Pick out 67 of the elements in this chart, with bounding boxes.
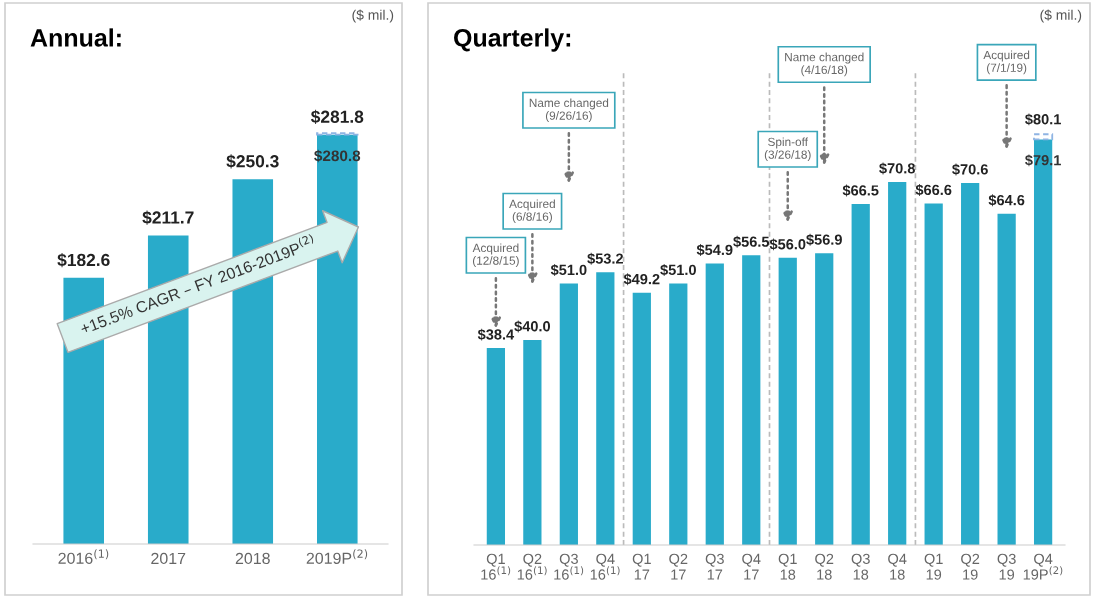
x-tick-label: Q4 18	[888, 553, 907, 580]
data-label: $54.9	[696, 244, 733, 256]
data-label: $70.6	[952, 163, 988, 176]
data-label: $51.0	[550, 264, 587, 276]
bar	[851, 204, 870, 545]
bar	[632, 292, 651, 545]
bar	[961, 182, 980, 545]
bar	[596, 272, 615, 545]
bar	[486, 348, 506, 545]
data-label: $40.0	[514, 320, 551, 333]
data-label: $70.8	[879, 162, 915, 175]
text: Name changed (9/26/16)	[529, 98, 609, 123]
chart-title: Annual:	[30, 28, 121, 47]
x-tick-label: Q2 17	[669, 553, 688, 580]
x-tick-label: Q3 17	[705, 553, 724, 580]
bar	[705, 263, 724, 545]
text: ($ mil.)	[352, 9, 394, 23]
x-tick-label: Q2 16$^{(1)}$	[517, 553, 547, 580]
annotation: Spin-off (3/26/18)	[764, 137, 811, 162]
annotation: Acquired (6/8/16)	[509, 199, 555, 224]
x-tick-label: Q1 17	[632, 553, 651, 580]
data-label: $38.4	[477, 328, 515, 341]
text: Acquired (7/1/19)	[983, 50, 1030, 75]
data-label: $250.3	[226, 154, 279, 169]
text: ($ mil.)	[1040, 9, 1082, 23]
data-label: $56.9	[806, 233, 842, 246]
x-tick-label: Q4 19P$^{(2)}$	[1023, 553, 1063, 580]
data-label: $182.6	[57, 253, 110, 268]
x-tick-label: 2019P$^{(2)}$	[306, 549, 368, 564]
data-label: $66.6	[915, 184, 952, 196]
x-tick-label: 2016$^{(1)}$	[58, 549, 109, 564]
annotation: Acquired (12/8/15)	[472, 243, 519, 268]
x-tick-label: 2018	[235, 552, 270, 565]
x-tick-label: Q2 19	[961, 553, 980, 580]
bar	[815, 253, 834, 545]
bar	[559, 283, 578, 545]
x-tick-label: Q1 19	[924, 553, 943, 580]
data-label: $56.0	[769, 238, 806, 251]
x-tick-label: Q2 18	[815, 553, 834, 580]
bar	[888, 181, 907, 545]
bar	[924, 203, 943, 545]
bar	[778, 257, 797, 545]
x-tick-label: Q4 16$^{(1)}$	[590, 553, 620, 580]
bar	[742, 255, 761, 545]
data-label: $56.5	[733, 235, 770, 248]
chart-title: Quarterly:	[454, 28, 571, 52]
annotation: $281.8	[310, 109, 364, 124]
bar	[669, 283, 688, 545]
bar	[523, 339, 542, 545]
x-tick-label: Q4 17	[742, 553, 761, 580]
annotation: $80.1	[1025, 113, 1061, 126]
x-tick-label: Q1 16$^{(1)}$	[481, 553, 511, 580]
text: Name changed (4/16/18)	[785, 52, 864, 77]
x-tick-label: 2017	[151, 552, 186, 565]
bar	[997, 213, 1016, 545]
x-tick-label: Q3 16$^{(1)}$	[554, 553, 584, 580]
data-label: $51.0	[660, 264, 696, 276]
data-label: $53.2	[587, 252, 623, 265]
bar	[316, 132, 359, 136]
x-tick-label: Q3 19	[997, 553, 1016, 580]
data-label: $211.7	[142, 210, 194, 225]
data-label: $66.5	[842, 184, 879, 197]
data-label: $49.2	[623, 273, 660, 286]
x-tick-label: Q3 18	[851, 553, 870, 580]
data-label: $64.6	[988, 194, 1025, 207]
bar	[1033, 133, 1054, 141]
x-tick-label: Q1 18	[778, 553, 797, 580]
